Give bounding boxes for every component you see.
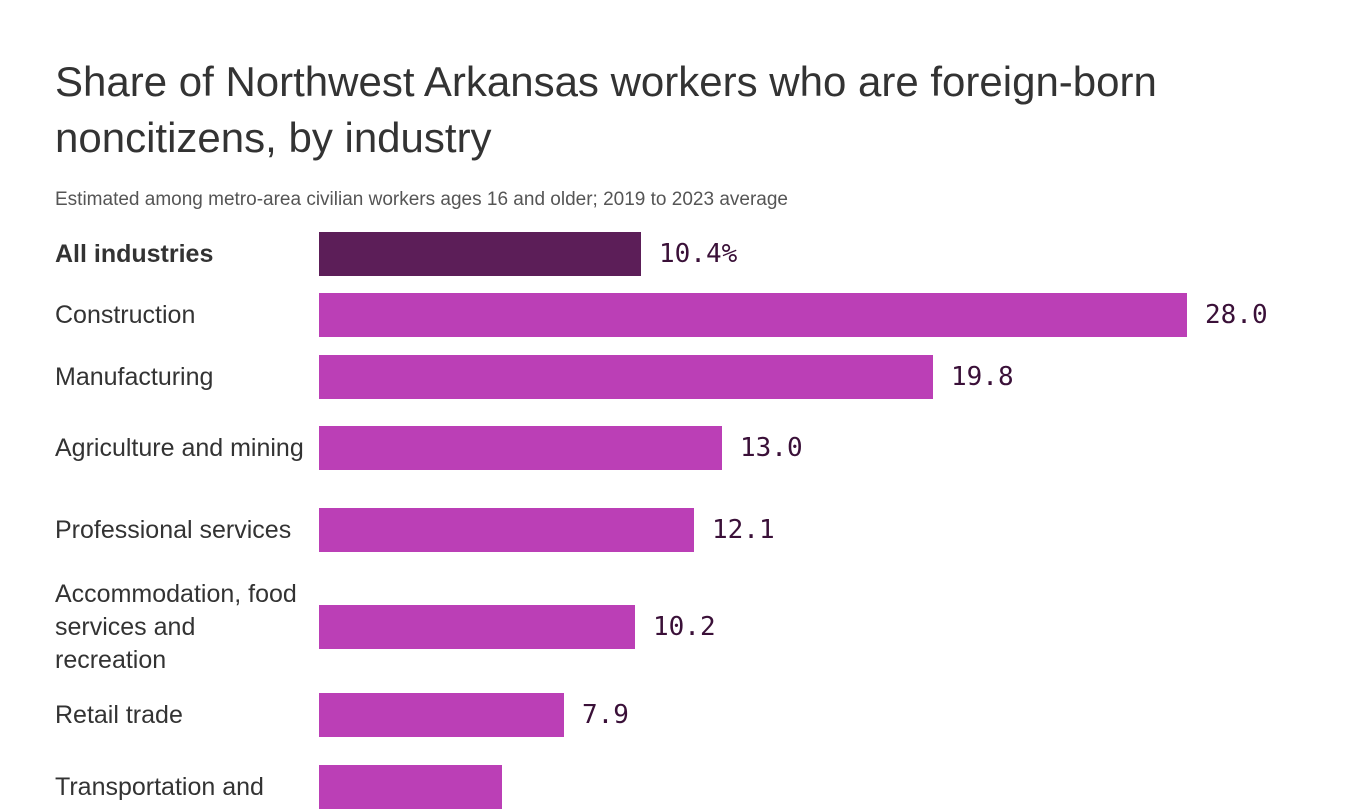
bar <box>319 693 564 737</box>
bar <box>319 508 694 552</box>
value-label: 10.2 <box>653 612 716 642</box>
value-label: 10.4% <box>659 239 738 269</box>
bar <box>319 293 1187 337</box>
category-label: All industries <box>55 239 214 268</box>
category-label: Transportation and <box>55 772 264 801</box>
chart-title: Share of Northwest Arkansas workers who … <box>55 58 1157 161</box>
category-label: Retail trade <box>55 700 183 729</box>
category-label: Professional services <box>55 515 292 544</box>
chart-subtitle: Estimated among metro-area civilian work… <box>55 189 788 210</box>
category-label: Accommodation, food services and recreat… <box>55 579 297 674</box>
value-label: 13.0 <box>740 433 803 463</box>
bar <box>319 426 722 470</box>
value-label: 19.8 <box>951 362 1014 392</box>
bar <box>319 605 635 649</box>
value-label: 12.1 <box>712 515 775 545</box>
bar <box>319 355 933 399</box>
value-label: 28.0 <box>1205 300 1268 330</box>
category-label: Manufacturing <box>55 362 214 391</box>
value-label: 7.9 <box>582 700 629 730</box>
category-label: Agriculture and mining <box>55 433 304 462</box>
bar <box>319 232 641 276</box>
category-label: Construction <box>55 300 196 329</box>
bar <box>319 765 502 809</box>
bar-chart: All industries 10.4% Construction 28.0 Manuf… <box>55 232 1268 809</box>
